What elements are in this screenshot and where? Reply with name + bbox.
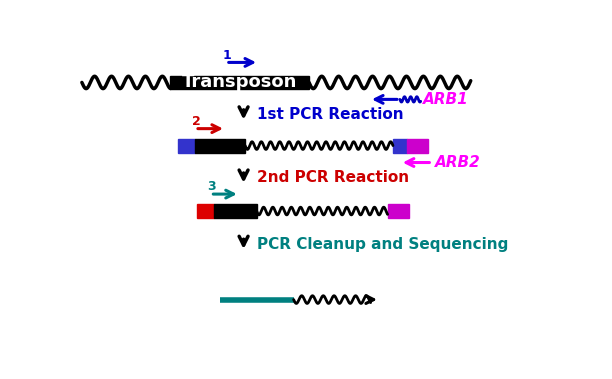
Text: 3: 3 <box>207 180 216 193</box>
Text: ARB2: ARB2 <box>435 155 480 170</box>
Text: 2: 2 <box>192 115 201 128</box>
Text: 1: 1 <box>223 49 231 62</box>
Bar <box>214 204 256 218</box>
Bar <box>393 139 407 152</box>
Text: Transposon: Transposon <box>182 74 297 91</box>
Text: 1st PCR Reaction: 1st PCR Reaction <box>256 107 403 122</box>
Text: ARB1: ARB1 <box>423 92 469 107</box>
Bar <box>178 139 195 152</box>
Bar <box>407 139 428 152</box>
Text: 2nd PCR Reaction: 2nd PCR Reaction <box>256 171 409 185</box>
Text: PCR Cleanup and Sequencing: PCR Cleanup and Sequencing <box>256 236 508 252</box>
Bar <box>170 76 309 89</box>
Bar <box>198 204 214 218</box>
Bar <box>387 204 409 218</box>
Bar <box>195 139 245 152</box>
